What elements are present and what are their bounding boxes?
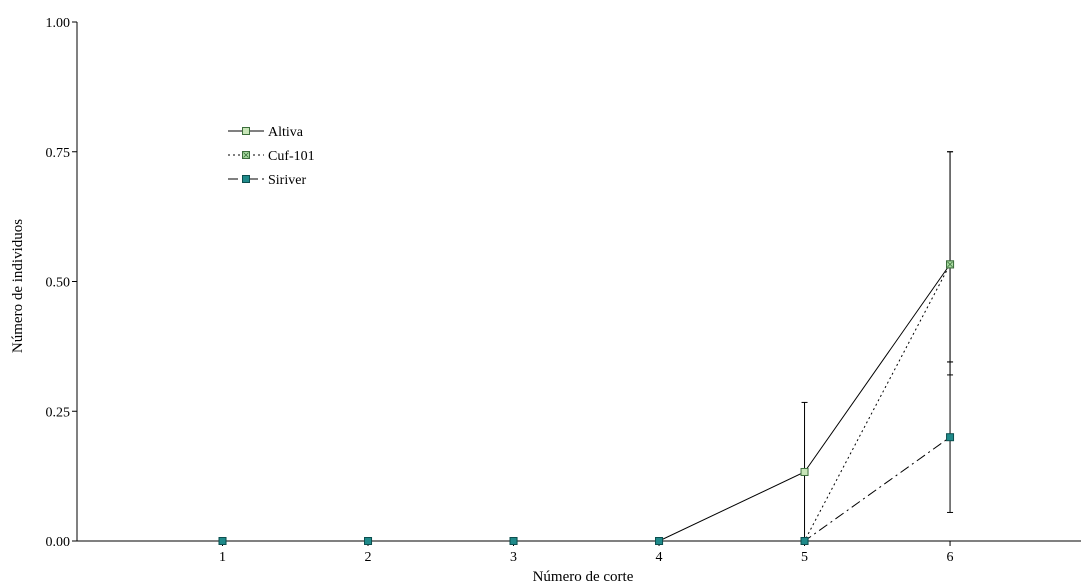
y-tick-label: 1.00 bbox=[46, 16, 71, 31]
x-tick-label: 6 bbox=[947, 550, 954, 565]
series-line bbox=[222, 264, 951, 542]
y-tick-label: 0.75 bbox=[46, 146, 71, 161]
y-tick-label: 0.50 bbox=[46, 276, 71, 291]
legend-label: Altiva bbox=[268, 125, 304, 140]
x-tick-label: 3 bbox=[510, 550, 517, 565]
x-tick-label: 1 bbox=[219, 550, 226, 565]
data-point bbox=[800, 467, 809, 476]
ticks: 0.00 0.25 0.50 0.75 1.00 1 2 3 4 5 6 bbox=[46, 16, 954, 565]
y-tick-label: 0.00 bbox=[46, 535, 71, 550]
data-point-hatch bbox=[947, 261, 953, 268]
legend-marker-hatch bbox=[243, 152, 249, 158]
series-line bbox=[222, 264, 951, 542]
legend-label: Cuf-101 bbox=[268, 149, 315, 164]
y-axis-label: Número de individuos bbox=[10, 219, 26, 353]
series-markers bbox=[218, 260, 955, 545]
legend-label: Siriver bbox=[268, 173, 306, 188]
data-point bbox=[946, 433, 955, 442]
data-point bbox=[218, 537, 227, 545]
series-lines bbox=[222, 264, 951, 542]
series-line bbox=[222, 436, 951, 542]
x-tick-label: 5 bbox=[801, 550, 808, 565]
data-point bbox=[655, 537, 664, 545]
axes bbox=[76, 22, 1081, 542]
x-axis-label: Número de corte bbox=[533, 569, 634, 585]
legend-marker bbox=[242, 175, 250, 183]
legend-marker bbox=[242, 127, 250, 135]
legend: Altiva Cuf-101 Siriver bbox=[228, 125, 315, 188]
data-point bbox=[800, 537, 809, 545]
y-tick-label: 0.25 bbox=[46, 405, 71, 420]
x-tick-label: 4 bbox=[656, 550, 663, 565]
error-bars bbox=[801, 151, 954, 542]
data-point bbox=[509, 537, 518, 545]
data-point bbox=[364, 537, 373, 545]
x-tick-label: 2 bbox=[365, 550, 372, 565]
